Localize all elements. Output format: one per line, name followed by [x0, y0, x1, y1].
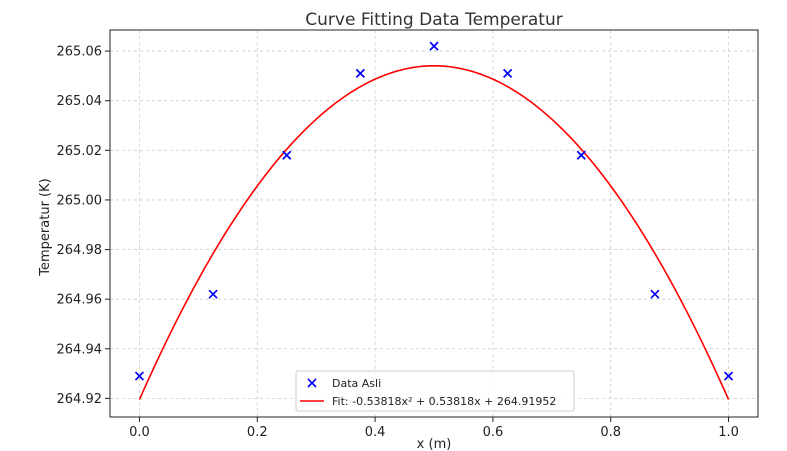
data-point-stroke — [355, 68, 365, 79]
legend-label-fit: Fit: -0.53818x² + 0.53818x + 264.91952 — [332, 395, 556, 408]
data-point — [429, 41, 439, 51]
data-point — [282, 150, 292, 160]
y-tick-label: 265.00 — [57, 193, 103, 208]
y-tick-label: 265.04 — [57, 94, 103, 109]
data-point-stroke — [723, 371, 734, 381]
x-tick-label: 0.8 — [600, 425, 621, 440]
data-point-stroke — [208, 289, 218, 299]
data-point — [723, 371, 734, 381]
y-tick-label: 264.94 — [57, 342, 103, 357]
chart-title: Curve Fitting Data Temperatur — [305, 10, 562, 30]
y-tick-label: 264.92 — [57, 392, 103, 407]
axis-layer: 0.0 0.2 0.4 0.6 0.8 1.0 264.92 264.94 264.96 264.… — [57, 29, 759, 440]
data-point-stroke — [282, 150, 292, 160]
grid-layer — [110, 30, 758, 417]
legend-marker-data-asli — [307, 378, 317, 388]
data-point — [208, 289, 218, 299]
x-tick-label: 0.2 — [247, 425, 268, 440]
data-point-stroke — [134, 371, 145, 381]
x-tick-label: 1.0 — [718, 425, 739, 440]
x-tick-label: 0.0 — [129, 425, 150, 440]
plot-frame — [109, 29, 759, 418]
x-axis-label: x (m) — [417, 437, 452, 451]
y-tick-label: 264.96 — [57, 293, 103, 308]
data-point — [503, 68, 513, 79]
legend: Data Asli Fit: -0.53818x² + 0.53818x + 2… — [295, 370, 575, 412]
data-point-stroke — [503, 68, 513, 79]
x-tick-label: 0.4 — [365, 425, 386, 440]
fit-curve — [138, 65, 730, 400]
plot-area — [134, 41, 734, 400]
y-axis-label: Temperatur (K) — [38, 178, 53, 276]
data-point-stroke — [429, 41, 439, 51]
legend-box — [295, 370, 575, 412]
legend-label-data-asli: Data Asli — [332, 377, 381, 390]
data-point — [355, 68, 365, 79]
data-point-stroke — [650, 289, 660, 299]
y-tick-label: 264.98 — [57, 243, 103, 258]
y-tick-label: 265.02 — [57, 144, 103, 159]
data-point — [650, 289, 660, 299]
y-tick-label: 265.06 — [57, 45, 103, 60]
x-tick-label: 0.6 — [483, 425, 504, 440]
data-point — [134, 371, 145, 381]
data-point-stroke — [576, 150, 586, 160]
data-point — [576, 150, 586, 160]
